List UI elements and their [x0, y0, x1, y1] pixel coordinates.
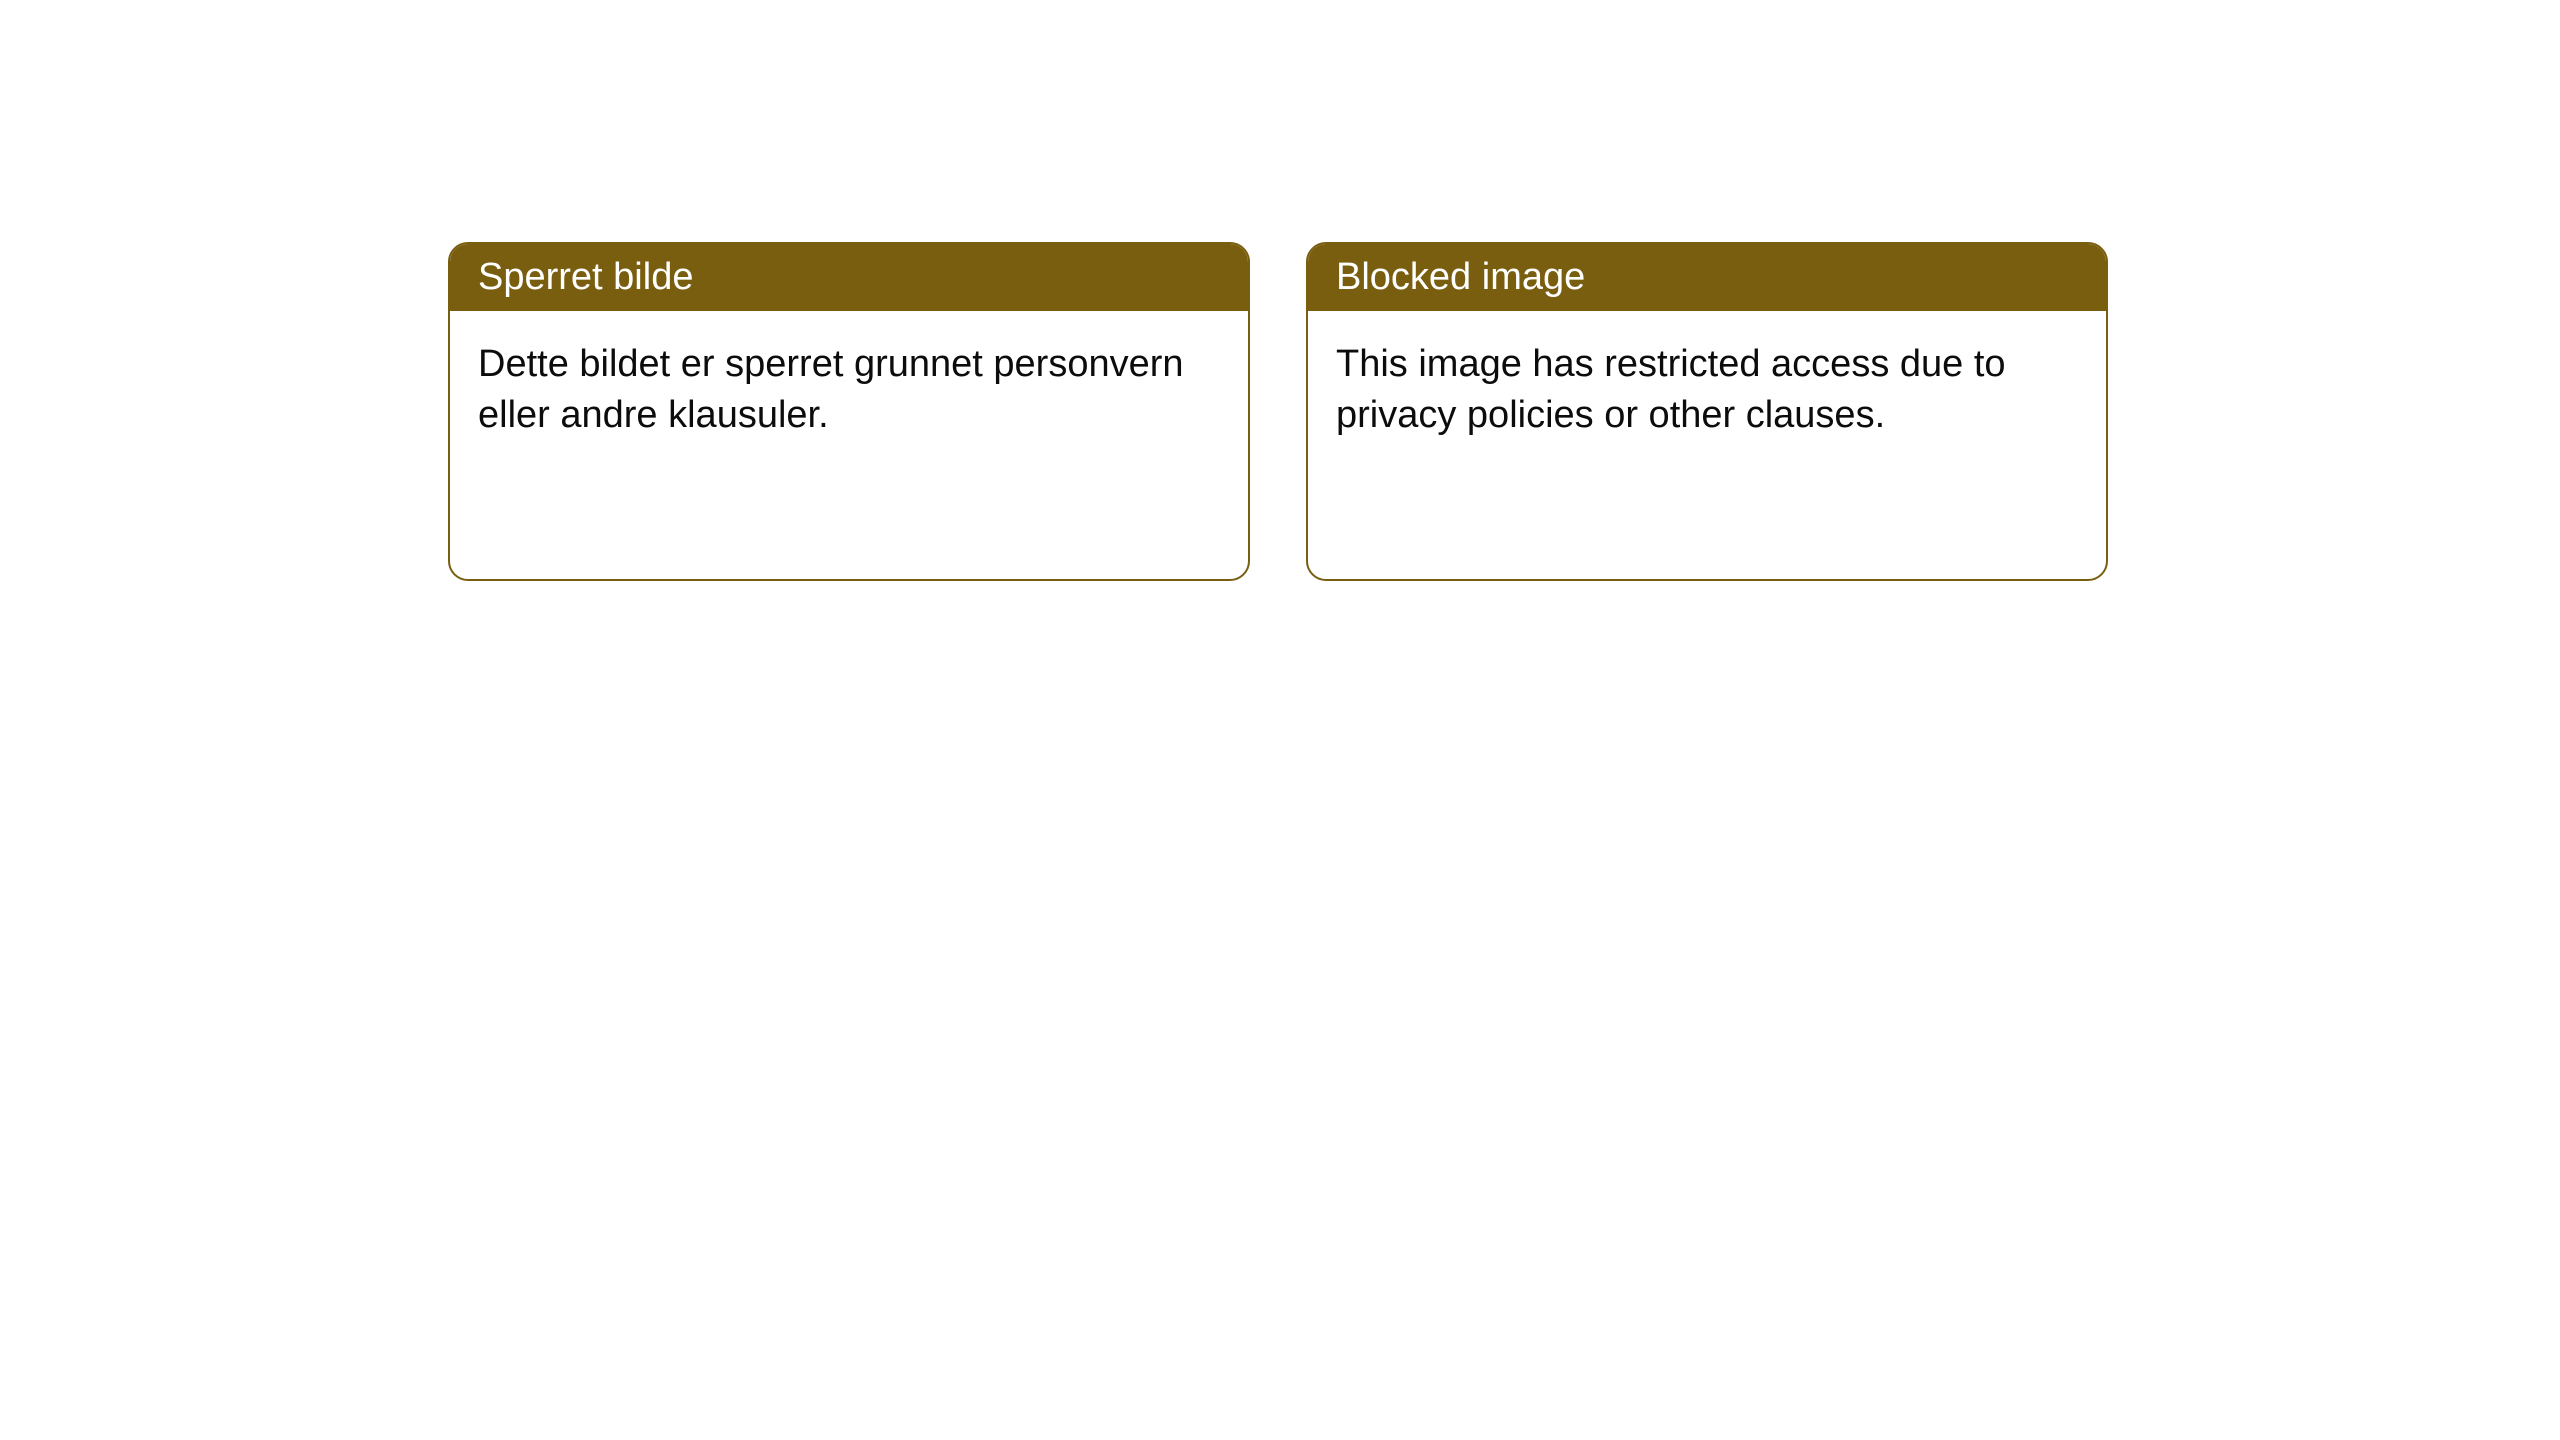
- notice-body: Dette bildet er sperret grunnet personve…: [450, 311, 1248, 579]
- notice-card-english: Blocked image This image has restricted …: [1306, 242, 2108, 581]
- notice-body: This image has restricted access due to …: [1308, 311, 2106, 579]
- notice-header: Sperret bilde: [450, 244, 1248, 311]
- notice-header: Blocked image: [1308, 244, 2106, 311]
- notice-card-norwegian: Sperret bilde Dette bildet er sperret gr…: [448, 242, 1250, 581]
- notice-container: Sperret bilde Dette bildet er sperret gr…: [0, 0, 2560, 581]
